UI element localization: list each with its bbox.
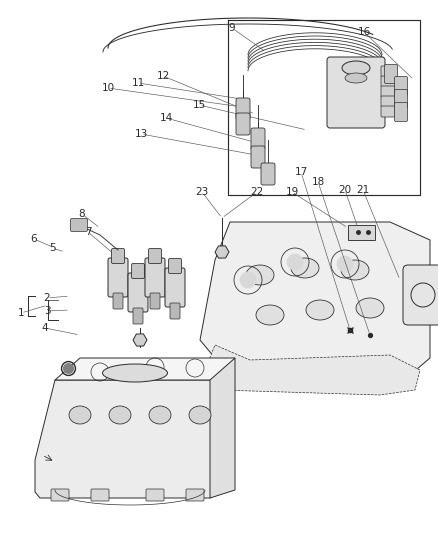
FancyBboxPatch shape xyxy=(128,273,148,312)
Polygon shape xyxy=(348,225,375,240)
FancyBboxPatch shape xyxy=(395,77,407,95)
Ellipse shape xyxy=(109,406,131,424)
Polygon shape xyxy=(205,345,420,395)
Ellipse shape xyxy=(341,260,369,280)
Text: 21: 21 xyxy=(357,185,370,195)
Text: 14: 14 xyxy=(159,113,173,123)
Text: 11: 11 xyxy=(131,78,145,88)
FancyBboxPatch shape xyxy=(108,258,128,297)
Polygon shape xyxy=(35,380,220,498)
Text: 18: 18 xyxy=(311,177,325,187)
FancyBboxPatch shape xyxy=(165,268,185,307)
FancyBboxPatch shape xyxy=(381,96,395,107)
Text: 6: 6 xyxy=(31,234,37,244)
Text: 7: 7 xyxy=(85,227,91,237)
Ellipse shape xyxy=(291,258,319,278)
Text: 16: 16 xyxy=(357,27,371,37)
FancyBboxPatch shape xyxy=(131,263,145,279)
Text: 15: 15 xyxy=(192,100,205,110)
FancyBboxPatch shape xyxy=(251,128,265,150)
FancyBboxPatch shape xyxy=(236,113,250,135)
Text: 4: 4 xyxy=(42,323,48,333)
FancyBboxPatch shape xyxy=(251,146,265,168)
Ellipse shape xyxy=(306,300,334,320)
FancyBboxPatch shape xyxy=(146,489,164,501)
Ellipse shape xyxy=(246,265,274,285)
Ellipse shape xyxy=(256,305,284,325)
Text: 17: 17 xyxy=(294,167,307,177)
FancyBboxPatch shape xyxy=(170,303,180,319)
Text: 8: 8 xyxy=(79,209,85,219)
FancyBboxPatch shape xyxy=(113,293,123,309)
Text: 13: 13 xyxy=(134,129,148,139)
Polygon shape xyxy=(55,358,235,380)
Text: 1: 1 xyxy=(18,308,25,318)
FancyBboxPatch shape xyxy=(236,98,250,120)
FancyBboxPatch shape xyxy=(169,259,181,273)
Text: 20: 20 xyxy=(339,185,352,195)
Ellipse shape xyxy=(356,298,384,318)
FancyBboxPatch shape xyxy=(148,248,162,263)
FancyBboxPatch shape xyxy=(381,106,395,117)
FancyBboxPatch shape xyxy=(261,163,275,185)
Circle shape xyxy=(337,256,353,272)
Text: 23: 23 xyxy=(195,187,208,197)
Polygon shape xyxy=(200,222,430,375)
Text: 2: 2 xyxy=(44,293,50,303)
FancyBboxPatch shape xyxy=(381,76,395,87)
FancyBboxPatch shape xyxy=(395,102,407,122)
Ellipse shape xyxy=(345,73,367,83)
FancyBboxPatch shape xyxy=(71,219,88,231)
Text: 12: 12 xyxy=(156,71,170,81)
Text: 10: 10 xyxy=(102,83,115,93)
Ellipse shape xyxy=(342,61,370,75)
FancyBboxPatch shape xyxy=(385,64,398,84)
FancyBboxPatch shape xyxy=(395,90,407,109)
Text: 5: 5 xyxy=(49,243,55,253)
FancyBboxPatch shape xyxy=(91,489,109,501)
Ellipse shape xyxy=(69,406,91,424)
Text: 22: 22 xyxy=(251,187,264,197)
Circle shape xyxy=(240,272,256,288)
Text: 3: 3 xyxy=(44,306,50,316)
Ellipse shape xyxy=(149,406,171,424)
Polygon shape xyxy=(210,358,235,498)
FancyBboxPatch shape xyxy=(327,57,385,128)
FancyBboxPatch shape xyxy=(133,308,143,324)
FancyBboxPatch shape xyxy=(186,489,204,501)
FancyBboxPatch shape xyxy=(112,248,124,263)
Circle shape xyxy=(287,254,303,270)
FancyBboxPatch shape xyxy=(403,265,438,325)
Ellipse shape xyxy=(102,364,167,382)
FancyBboxPatch shape xyxy=(150,293,160,309)
FancyBboxPatch shape xyxy=(51,489,69,501)
Text: 19: 19 xyxy=(286,187,299,197)
Text: 9: 9 xyxy=(229,23,235,33)
Ellipse shape xyxy=(189,406,211,424)
FancyBboxPatch shape xyxy=(381,66,395,77)
FancyBboxPatch shape xyxy=(145,258,165,297)
FancyBboxPatch shape xyxy=(381,86,395,97)
